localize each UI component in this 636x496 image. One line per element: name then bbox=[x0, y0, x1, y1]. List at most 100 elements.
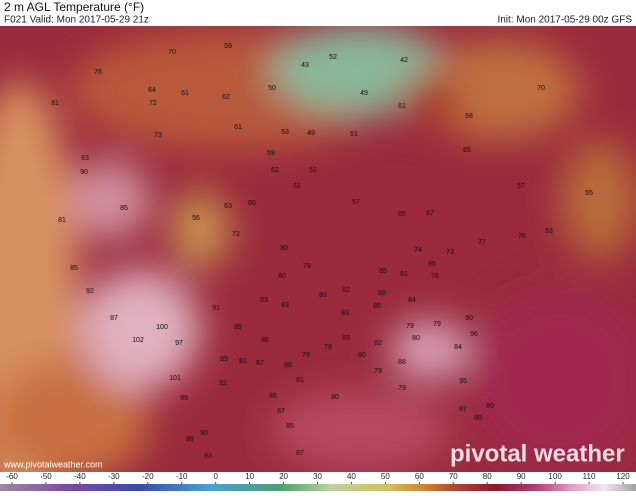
colorbar-tick-label: -60 bbox=[6, 472, 18, 481]
temperature-label: 64 bbox=[148, 87, 156, 94]
temperature-label: 85 bbox=[428, 261, 436, 268]
colorbar-tick-label: -50 bbox=[40, 472, 52, 481]
temperature-label: 76 bbox=[94, 69, 102, 76]
temperature-label: 81 bbox=[296, 377, 304, 384]
temperature-label: 87 bbox=[459, 406, 467, 413]
temperature-label: 87 bbox=[110, 315, 118, 322]
temperature-label: 59 bbox=[267, 150, 275, 157]
temperature-label: 56 bbox=[192, 215, 200, 222]
temperature-label: 87 bbox=[277, 408, 285, 415]
temperature-label: 72 bbox=[232, 231, 240, 238]
temperature-label: 88 bbox=[284, 362, 292, 369]
temperature-label: 81 bbox=[239, 358, 247, 365]
temperature-label: 53 bbox=[281, 129, 289, 136]
temperature-label: 79 bbox=[302, 352, 310, 359]
temperature-label: 73 bbox=[154, 132, 162, 139]
temperature-label: 55 bbox=[585, 190, 593, 197]
temperature-label: 92 bbox=[86, 288, 94, 295]
colorbar-tick-label: -30 bbox=[108, 472, 120, 481]
temperature-label: 96 bbox=[470, 331, 478, 338]
temperature-label: 43 bbox=[301, 62, 309, 69]
colorbar-tick-label: 110 bbox=[583, 472, 596, 481]
temperature-label: 76 bbox=[518, 233, 526, 240]
temperature-label: 76 bbox=[431, 273, 439, 280]
temperature-label: 81 bbox=[400, 271, 408, 278]
colorbar-tick-label: 30 bbox=[313, 472, 322, 481]
temperature-label: 61 bbox=[181, 90, 189, 97]
temperature-label: 65 bbox=[463, 147, 471, 154]
temperature-label: 86 bbox=[186, 436, 194, 443]
temperature-label: 83 bbox=[281, 302, 289, 309]
temperature-label: 62 bbox=[271, 167, 279, 174]
temperature-label: 87 bbox=[256, 360, 264, 367]
temperature-label: 53 bbox=[545, 228, 553, 235]
colorbar-tick-label: 70 bbox=[449, 472, 458, 481]
temperature-label: 80 bbox=[412, 335, 420, 342]
temperature-label: 83 bbox=[342, 335, 350, 342]
temperature-label: 79 bbox=[374, 368, 382, 375]
temperature-label: 80 bbox=[358, 352, 366, 359]
temperature-label: 92 bbox=[219, 380, 227, 387]
temperature-label: 85 bbox=[234, 324, 242, 331]
temperature-label: 97 bbox=[175, 340, 183, 347]
temperature-label: 65 bbox=[398, 211, 406, 218]
temperature-label: 67 bbox=[426, 210, 434, 217]
temperature-label: 51 bbox=[350, 131, 358, 138]
temperature-label: 88 bbox=[378, 290, 386, 297]
temperature-label: 82 bbox=[374, 340, 382, 347]
temperature-label: 52 bbox=[329, 54, 337, 61]
colorbar-tick-label: -10 bbox=[176, 472, 188, 481]
temperature-label: 100 bbox=[156, 324, 168, 331]
temperature-label: 42 bbox=[400, 57, 408, 64]
temperature-label: 84 bbox=[454, 344, 462, 351]
temperature-label: 99 bbox=[180, 395, 188, 402]
temperature-label: 70 bbox=[537, 85, 545, 92]
temperature-label: 101 bbox=[169, 375, 181, 382]
temperature-label: 83 bbox=[319, 292, 327, 299]
website: www.pivotalweather.com bbox=[3, 459, 103, 469]
temperature-label: 81 bbox=[58, 217, 66, 224]
temperature-label: 49 bbox=[360, 90, 368, 97]
temperature-label: 79 bbox=[406, 323, 414, 330]
temperature-label: 49 bbox=[307, 130, 315, 137]
temperature-label: 85 bbox=[70, 265, 78, 272]
temperature-label: 83 bbox=[260, 297, 268, 304]
temperature-label: 84 bbox=[408, 297, 416, 304]
temperature-label: 83 bbox=[204, 453, 212, 460]
temperature-label: 79 bbox=[433, 321, 441, 328]
temperature-label: 83 bbox=[81, 155, 89, 162]
temperature-label: 80 bbox=[280, 245, 288, 252]
temperature-label: 87 bbox=[296, 450, 304, 457]
temperature-label: 72 bbox=[149, 100, 157, 107]
temperature-label: 61 bbox=[234, 124, 242, 131]
init-time: Init: Mon 2017-05-29 00z GFS bbox=[497, 15, 632, 26]
temperature-label: 50 bbox=[268, 85, 276, 92]
colorbar-tick-label: 50 bbox=[381, 472, 390, 481]
temperature-label: 57 bbox=[517, 183, 525, 190]
temperature-label: 61 bbox=[398, 103, 406, 110]
temperature-label: 90 bbox=[465, 315, 473, 322]
watermark: pivotal weather bbox=[450, 440, 625, 467]
temperature-label: 81 bbox=[51, 100, 59, 107]
temperature-label: 89 bbox=[220, 356, 228, 363]
valid-time: F021 Valid: Mon 2017-05-29 21z bbox=[4, 15, 149, 26]
temperature-label: 83 bbox=[341, 310, 349, 317]
temperature-label: 90 bbox=[200, 430, 208, 437]
temperature-label: 63 bbox=[224, 203, 232, 210]
temperature-label: 62 bbox=[222, 94, 230, 101]
temperature-label: 80 bbox=[331, 394, 339, 401]
temperature-label: 73 bbox=[446, 249, 454, 256]
map bbox=[0, 26, 636, 472]
title: 2 m AGL Temperature (°F) bbox=[4, 0, 144, 14]
colorbar-tick-label: -20 bbox=[142, 472, 154, 481]
temperature-label: 80 bbox=[486, 403, 494, 410]
temperature-label: 86 bbox=[269, 393, 277, 400]
colorbar-tick-label: 10 bbox=[245, 472, 254, 481]
temperature-label: 91 bbox=[212, 305, 220, 312]
temperature-label: 77 bbox=[478, 239, 486, 246]
temperature-label: 65 bbox=[248, 200, 256, 207]
temperature-label: 59 bbox=[224, 43, 232, 50]
colorbar-tick-label: 60 bbox=[415, 472, 424, 481]
temperature-label: 80 bbox=[278, 273, 286, 280]
